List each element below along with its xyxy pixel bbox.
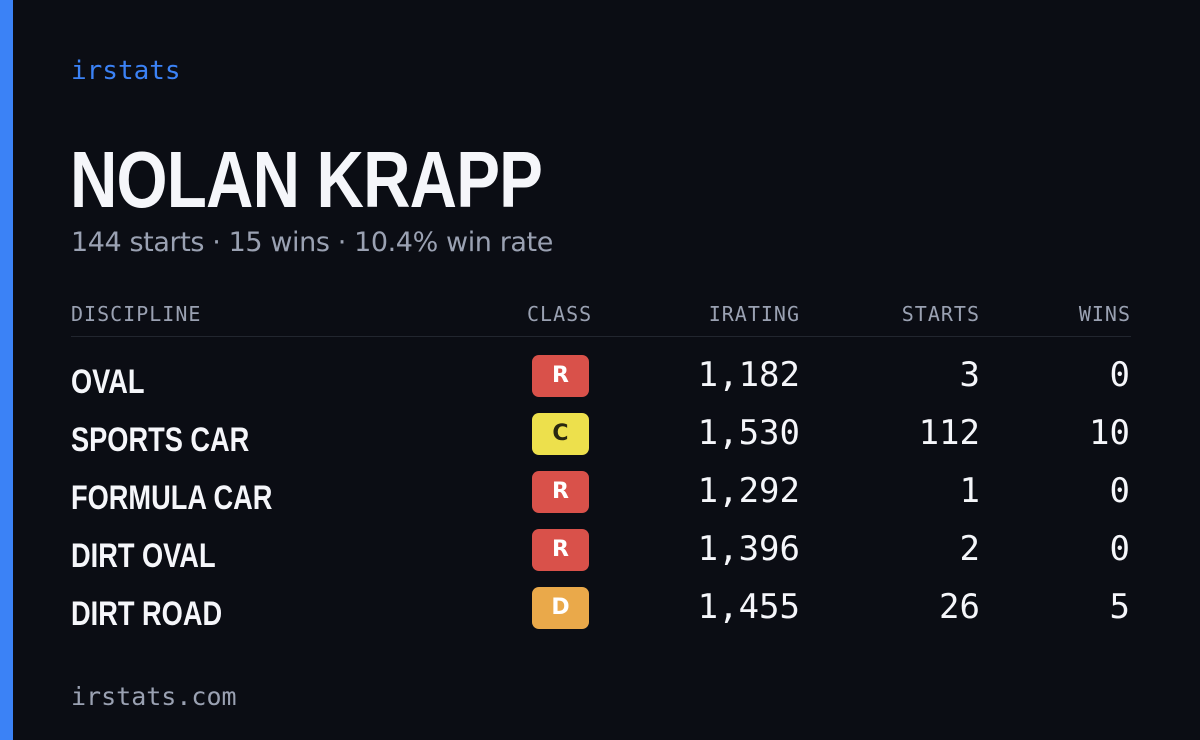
discipline-table: DISCIPLINE CLASS IRATING STARTS WINS OVA…	[71, 298, 1131, 643]
row-discipline: FORMULA CAR	[71, 479, 273, 517]
table-row: SPORTS CAR C 1,530 112 10	[71, 411, 1131, 469]
table-row: DIRT OVAL R 1,396 2 0	[71, 527, 1131, 585]
row-starts: 2	[959, 529, 980, 569]
row-irating: 1,292	[697, 471, 800, 511]
row-discipline: DIRT OVAL	[71, 537, 216, 575]
row-wins: 10	[1089, 413, 1130, 453]
header-wins: WINS	[1078, 302, 1131, 326]
row-starts: 3	[959, 355, 980, 395]
player-name: NOLAN KRAPP	[70, 135, 543, 224]
row-discipline: DIRT ROAD	[71, 595, 223, 633]
row-irating: 1,396	[697, 529, 800, 569]
table-row: FORMULA CAR R 1,292 1 0	[71, 469, 1131, 527]
class-badge: R	[532, 355, 589, 397]
row-irating: 1,530	[697, 413, 800, 453]
table-header: DISCIPLINE CLASS IRATING STARTS WINS	[71, 298, 1131, 337]
row-starts: 26	[939, 587, 980, 627]
row-irating: 1,455	[697, 587, 800, 627]
row-starts: 112	[918, 413, 980, 453]
table-row: DIRT ROAD D 1,455 26 5	[71, 585, 1131, 643]
header-irating: IRATING	[708, 302, 800, 326]
table-body: OVAL R 1,182 3 0 SPORTS CAR C 1,530 112 …	[71, 337, 1131, 643]
row-wins: 0	[1109, 529, 1130, 569]
footer-url: irstats.com	[71, 682, 237, 711]
player-summary: 144 starts · 15 wins · 10.4% win rate	[71, 227, 553, 258]
header-discipline: DISCIPLINE	[71, 302, 202, 326]
class-badge: D	[532, 587, 589, 629]
row-wins: 0	[1109, 471, 1130, 511]
row-wins: 5	[1109, 587, 1130, 627]
class-badge: R	[532, 471, 589, 513]
row-starts: 1	[959, 471, 980, 511]
header-class: CLASS	[527, 302, 593, 326]
table-row: OVAL R 1,182 3 0	[71, 353, 1131, 411]
row-irating: 1,182	[697, 355, 800, 395]
row-discipline: SPORTS CAR	[71, 421, 250, 459]
class-badge: C	[532, 413, 589, 455]
row-wins: 0	[1109, 355, 1130, 395]
class-badge: R	[532, 529, 589, 571]
accent-bar	[0, 0, 13, 740]
header-starts: STARTS	[901, 302, 980, 326]
row-discipline: OVAL	[71, 363, 145, 401]
brand-logo-text: irstats	[71, 56, 181, 86]
